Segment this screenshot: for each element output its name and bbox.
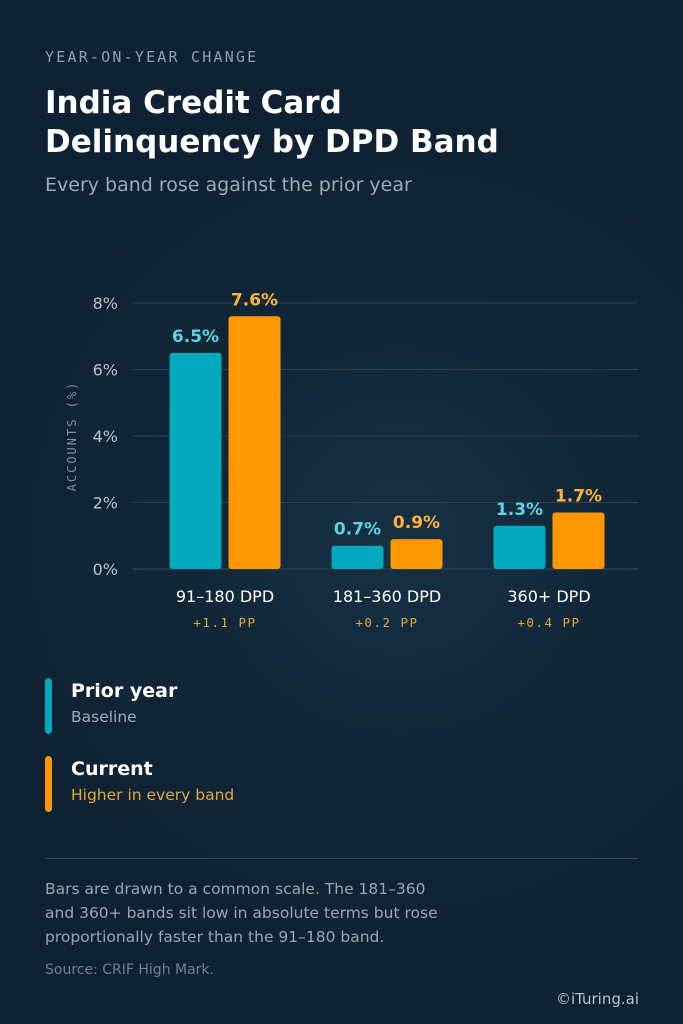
legend-desc-prior-year: Baseline (71, 708, 137, 726)
source-note: Source: CRIF High Mark. (45, 962, 214, 978)
title-line-2: Delinquency by DPD Band (45, 124, 499, 160)
y-tick-label: 4% (93, 427, 118, 446)
legend-name-current: Current (71, 758, 153, 780)
footer-divider (45, 858, 638, 859)
bar-prior-year (493, 525, 546, 569)
bar-chart: 0% 2% 4% 6% 8% ACCOUNTS (%) 6.5% 7.6% 91–180 DPD… (65, 290, 638, 630)
eyebrow-label: YEAR-ON-YEAR CHANGE (45, 48, 259, 66)
footnote-line-3: proportionally faster than the 91–180 ba… (45, 928, 385, 946)
bar-current (552, 512, 605, 569)
footnote-line-2: and 360+ bands sit low in absolute terms… (45, 904, 438, 922)
brand-credit: ©iTuring.ai (555, 990, 639, 1008)
category-change-label: +1.1 PP (193, 615, 256, 630)
footnote-line-1: Bars are drawn to a common scale. The 18… (45, 880, 426, 898)
footnote: Bars are drawn to a common scale. The 18… (45, 877, 485, 949)
bar-current (390, 539, 443, 569)
chart-subtitle: Every band rose against the prior year (45, 174, 412, 196)
x-category-label: 360+ DPD (507, 587, 590, 606)
chart-title: India Credit Card Delinquency by DPD Ban… (45, 84, 645, 162)
category-change-label: +0.4 PP (517, 615, 580, 630)
bar-value-label: 7.6% (231, 290, 278, 310)
bar-value-label: 0.9% (393, 513, 440, 533)
y-tick-label: 8% (93, 294, 118, 313)
x-category-label: 181–360 DPD (333, 587, 441, 606)
legend-name-prior-year: Prior year (71, 680, 178, 702)
bar-value-label: 1.3% (496, 500, 543, 520)
y-tick-label: 2% (93, 494, 118, 513)
legend-desc-current: Higher in every band (71, 786, 235, 804)
bar-prior-year (169, 352, 222, 569)
bar-prior-year (331, 545, 384, 569)
bar-value-label: 0.7% (334, 520, 381, 540)
x-category-label: 91–180 DPD (176, 587, 274, 606)
bar-value-label: 6.5% (172, 327, 219, 347)
title-line-1: India Credit Card (45, 85, 342, 121)
bar-current (228, 316, 281, 569)
legend-swatch-current (45, 756, 52, 812)
y-tick-label: 6% (93, 361, 118, 380)
category-change-label: +0.2 PP (355, 615, 418, 630)
y-tick-label: 0% (93, 560, 118, 579)
legend-swatch-prior-year (45, 678, 52, 734)
y-axis-title: ACCOUNTS (%) (65, 381, 79, 492)
bar-value-label: 1.7% (555, 486, 602, 506)
